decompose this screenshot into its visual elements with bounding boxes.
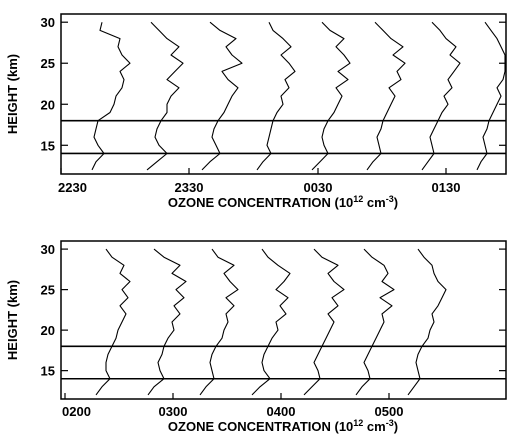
x-axis-label-exponent: 12: [353, 418, 363, 428]
y-axis-ticks: 15 20 25 30: [41, 15, 506, 153]
profile-line-0030: [311, 21, 351, 171]
x-tick-label: 2230: [58, 180, 87, 195]
x-axis-label-unit-exponent: -3: [386, 418, 394, 428]
profile-line-0300: [199, 248, 239, 396]
x-axis-label-close: ): [394, 195, 398, 210]
ozone-profile-series: [91, 21, 506, 171]
y-tick-label: 30: [41, 15, 55, 30]
x-tick-label: 0500: [375, 404, 404, 419]
y-tick-label: 30: [41, 242, 55, 257]
plot-frame: [60, 240, 507, 400]
y-tick-label: 25: [41, 56, 55, 71]
profile-line-0130: [421, 21, 461, 171]
x-axis-label-unit: cm: [363, 419, 385, 434]
x-axis-label-unit: cm: [363, 195, 385, 210]
chart-panel-lower: 15 20 25 30 0200 0300 0400 0500 HEIGHT (km) OZ…: [5, 240, 507, 434]
x-axis-label: OZONE CONCENTRATION (1012 cm-3): [168, 194, 398, 210]
x-tick-label: 0400: [267, 404, 296, 419]
x-tick-label: 0030: [304, 180, 333, 195]
x-tick-label: 0130: [432, 180, 461, 195]
x-axis-label-close: ): [394, 419, 398, 434]
x-tick-label: 0300: [159, 404, 188, 419]
x-axis-ticks: 2230 2330 0030 0130: [58, 168, 460, 195]
x-tick-label: 2330: [175, 180, 204, 195]
profile-line-0330: [251, 248, 291, 396]
profile-line-0500: [407, 248, 447, 396]
y-tick-label: 15: [41, 138, 55, 153]
x-axis-label-unit-exponent: -3: [386, 194, 394, 204]
profile-line-0000: [256, 21, 296, 171]
y-axis-label: HEIGHT (km): [5, 280, 20, 360]
profile-line-2330: [201, 21, 243, 171]
profile-line-0430: [355, 248, 395, 396]
profile-line-2300: [146, 21, 184, 171]
x-axis-label: OZONE CONCENTRATION (1012 cm-3): [168, 418, 398, 434]
x-axis-label-exponent: 12: [353, 194, 363, 204]
profile-line-0200: [476, 21, 506, 171]
y-axis-ticks: 15 20 25 30: [41, 242, 506, 379]
chart-panel-upper: 15 20 25 30 2230 2330 0030 0130 HEIGHT (km) OZ…: [5, 13, 507, 210]
y-tick-label: 15: [41, 364, 55, 379]
x-axis-ticks: 0200 0300 0400 0500: [62, 393, 403, 419]
y-tick-label: 20: [41, 97, 55, 112]
profile-line-0100: [366, 21, 406, 171]
reference-lines: [61, 119, 506, 155]
y-axis-label: HEIGHT (km): [5, 54, 20, 134]
y-tick-label: 25: [41, 283, 55, 298]
ozone-profile-series: [95, 248, 447, 396]
x-axis-label-text: OZONE CONCENTRATION (10: [168, 419, 353, 434]
plot-frame: [60, 13, 507, 175]
profile-line-0400: [303, 248, 345, 396]
x-tick-label: 0200: [62, 404, 91, 419]
x-axis-label-text: OZONE CONCENTRATION (10: [168, 195, 353, 210]
profile-line-2230: [91, 22, 131, 171]
y-tick-label: 20: [41, 323, 55, 338]
profile-line-0200: [95, 248, 131, 396]
profile-line-0230: [147, 248, 187, 396]
reference-lines: [61, 345, 506, 380]
